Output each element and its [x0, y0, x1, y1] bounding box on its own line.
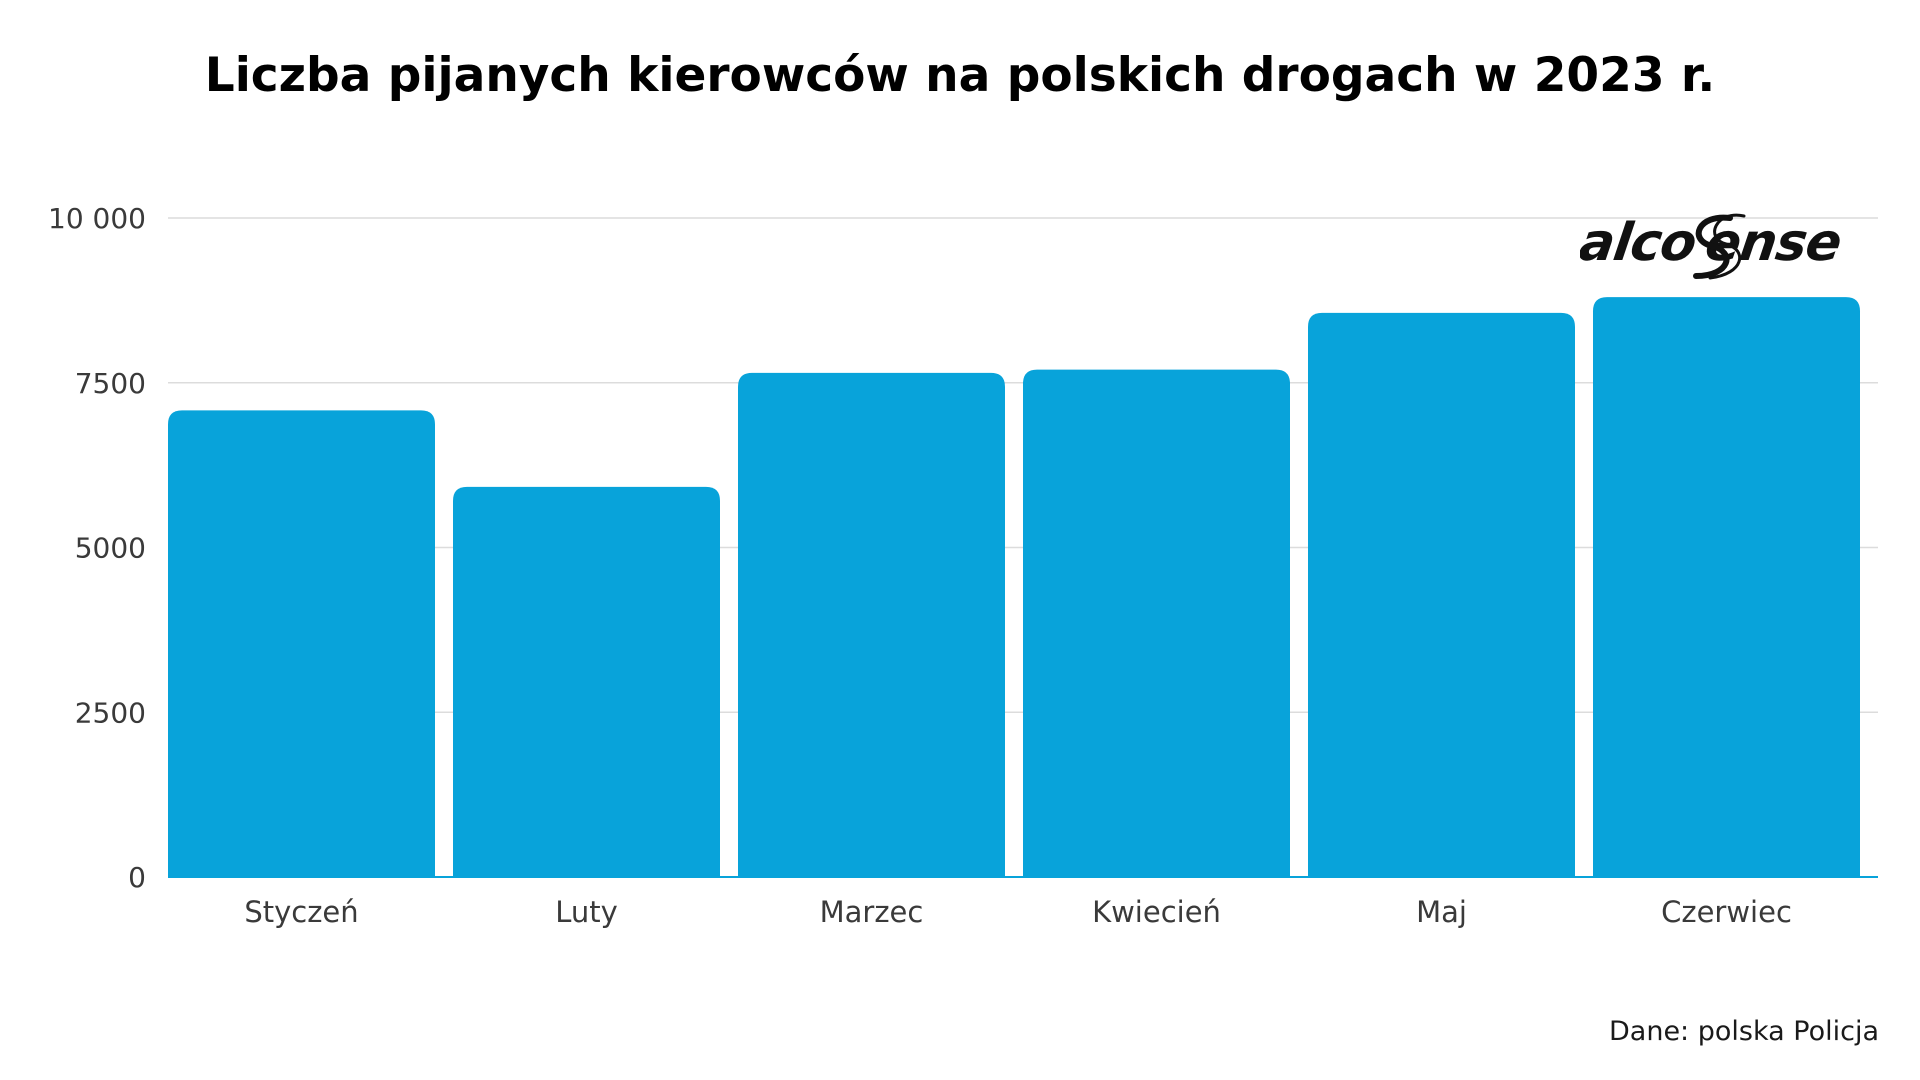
svg-text:alco: alco	[1580, 213, 1700, 273]
y-tick-label: 10 000	[48, 202, 146, 235]
x-tick-label: Maj	[1416, 895, 1467, 929]
bar-marzec	[738, 372, 1005, 877]
y-tick-label: 0	[128, 861, 146, 894]
bar-styczeń	[168, 410, 435, 877]
bar-luty	[453, 486, 720, 877]
bars	[168, 297, 1860, 878]
y-tick-label: 7500	[75, 367, 146, 400]
alcosense-logo: alco ense	[1580, 213, 1845, 280]
x-tick-label: Styczeń	[244, 895, 358, 929]
x-axis-ticks: Styczeń Luty Marzec Kwiecień Maj Czerwiec	[244, 895, 1792, 929]
x-tick-label: Kwiecień	[1092, 895, 1221, 929]
x-tick-label: Marzec	[820, 895, 924, 929]
y-tick-label: 2500	[75, 696, 146, 729]
bar-czerwiec	[1593, 297, 1860, 878]
chart-title: Liczba pijanych kierowców na polskich dr…	[204, 48, 1716, 103]
bar-kwiecień	[1023, 369, 1290, 877]
x-tick-label: Luty	[555, 895, 618, 929]
bar-maj	[1308, 312, 1575, 877]
x-tick-label: Czerwiec	[1661, 895, 1792, 929]
y-axis-ticks: 0 2500 5000 7500 10 000	[48, 202, 146, 894]
y-tick-label: 5000	[75, 532, 146, 565]
data-source-note: Dane: polska Policja	[1609, 1016, 1879, 1047]
